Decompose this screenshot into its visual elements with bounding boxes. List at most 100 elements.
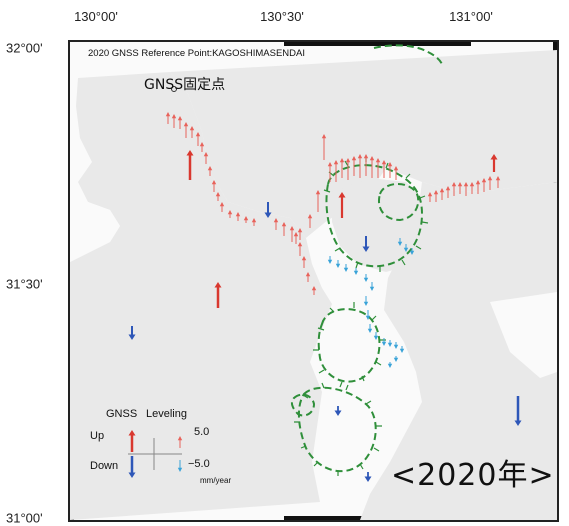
leveling-arrow-up (215, 192, 221, 201)
leveling-arrow-down (373, 332, 379, 340)
kagoshima-bay-water (326, 272, 370, 422)
leveling-arrow-up (463, 182, 469, 196)
bay-water-north (306, 220, 332, 260)
leveling-arrow-down (363, 274, 369, 282)
reference-point-label: GNSS固定点 (144, 77, 226, 93)
leveling-arrow-up (333, 160, 339, 182)
leveling-arrow-up (427, 192, 433, 202)
leveling-arrow-up (235, 212, 241, 221)
gnss-fixed-point-marker (171, 86, 177, 92)
leveling-arrow-down (343, 264, 349, 272)
legend-axis-cross (128, 438, 182, 470)
map-canvas (70, 44, 557, 520)
year-label: <2020年> (391, 458, 555, 493)
land-northern-kagoshima (170, 50, 557, 238)
leveling-arrow-up (345, 158, 351, 180)
leveling-arrow-down (397, 238, 403, 246)
leveling-arrow-up (487, 176, 493, 190)
legend-leveling-down-arrow (177, 460, 183, 472)
gnss-arrow-up (338, 192, 346, 218)
caldera-ata-south (298, 386, 377, 473)
legend-unit: mm/year (200, 476, 232, 485)
leveling-arrow-up (165, 112, 171, 124)
leveling-arrow-up (243, 216, 249, 223)
gnss-arrow-up (490, 154, 498, 172)
leveling-arrow-up (327, 162, 333, 182)
legend-down-value: −5.0 (188, 458, 210, 470)
leveling-arrow-up (369, 156, 375, 178)
caldera-sakurajima-inner (378, 183, 420, 222)
leveling-arrow-up (177, 116, 183, 129)
reference-point (171, 86, 177, 92)
leveling-arrow-up (171, 114, 177, 128)
leveling-arrow-up (311, 286, 317, 295)
leveling-arrow-up (321, 134, 327, 160)
land-layer (70, 50, 557, 520)
map-frame: 2020 GNSS Reference Point:KAGOSHIMASENDA… (68, 40, 559, 522)
leveling-arrow-up (469, 182, 475, 194)
leveling-arrow-up (315, 190, 321, 212)
leveling-arrow-up (451, 182, 457, 196)
leveling-arrow-down (403, 244, 409, 252)
map-title: 2020 GNSS Reference Point:KAGOSHIMASENDA… (88, 48, 306, 59)
leveling-arrow-up (301, 256, 307, 268)
leveling-arrow-up (199, 142, 205, 152)
leveling-arrow-up (207, 166, 213, 176)
leveling-arrow-up (433, 190, 439, 202)
legend-up-value: 5.0 (194, 426, 210, 438)
leveling-arrow-down (393, 342, 399, 349)
legend-leveling-label: Leveling (146, 408, 187, 420)
leveling-arrow-up (387, 162, 393, 178)
leveling-arrow-down (409, 248, 415, 255)
latitude-label-32-00: 32°00' (6, 40, 43, 56)
leveling-arrow-down (369, 282, 375, 291)
longitude-label-131-00: 131°00' (449, 9, 493, 24)
leveling-arrow-up (293, 232, 299, 244)
gnss-arrow-down (514, 396, 522, 426)
caldera-rims (290, 44, 443, 473)
leveling-arrow-up (251, 218, 257, 226)
longitude-label-130-30: 130°30' (260, 9, 304, 24)
sea-west-coast (70, 200, 120, 262)
leveling-arrow-up (381, 160, 387, 178)
leveling-arrow-up (195, 132, 201, 146)
leveling-arrow-up (445, 186, 451, 198)
leveling-arrow-up (289, 226, 295, 242)
legend-arrows (128, 430, 183, 478)
leveling-arrow-down (365, 310, 371, 320)
leveling-arrow-up (481, 178, 487, 192)
leveling-arrow-up (393, 166, 399, 180)
leveling-arrow-down (393, 356, 399, 362)
longitude-label-130-00: 130°00' (74, 9, 118, 24)
leveling-arrow-up (297, 228, 303, 240)
legend-gnss-down-arrow (128, 456, 136, 478)
leveling-arrow-up (307, 214, 313, 228)
leveling-arrow-down (335, 260, 341, 268)
gnss-arrow-down (364, 472, 372, 482)
caldera-northeast-arc (373, 44, 443, 65)
land-sakurajima (332, 178, 428, 272)
leveling-arrow-up (211, 180, 217, 192)
leveling-arrow-up (363, 154, 369, 176)
leveling-arrow-up (357, 154, 363, 178)
legend-up-label: Up (90, 430, 105, 442)
leveling-arrow-up (183, 122, 189, 138)
gnss-arrow-up (186, 150, 194, 180)
leveling-arrow-down (367, 324, 373, 333)
gnss-arrow-down (128, 326, 136, 340)
leveling-arrow-down (387, 362, 393, 368)
leveling-arrow-down (399, 346, 405, 353)
leveling-arrow-up (351, 156, 357, 176)
velocity-arrows (128, 112, 522, 482)
frame-tick-top (284, 42, 471, 46)
caldera-ikeda (290, 393, 316, 417)
leveling-arrow-up (281, 222, 287, 236)
leveling-arrow-up (189, 126, 195, 138)
latitude-label-31-30: 31°30' (6, 276, 43, 292)
leveling-arrow-up (457, 182, 463, 194)
legend-gnss-label: GNSS (106, 408, 138, 420)
leveling-arrow-down (387, 340, 393, 347)
leveling-arrow-up (495, 176, 501, 188)
leveling-arrow-up (375, 158, 381, 178)
leveling-arrow-down (353, 268, 359, 275)
